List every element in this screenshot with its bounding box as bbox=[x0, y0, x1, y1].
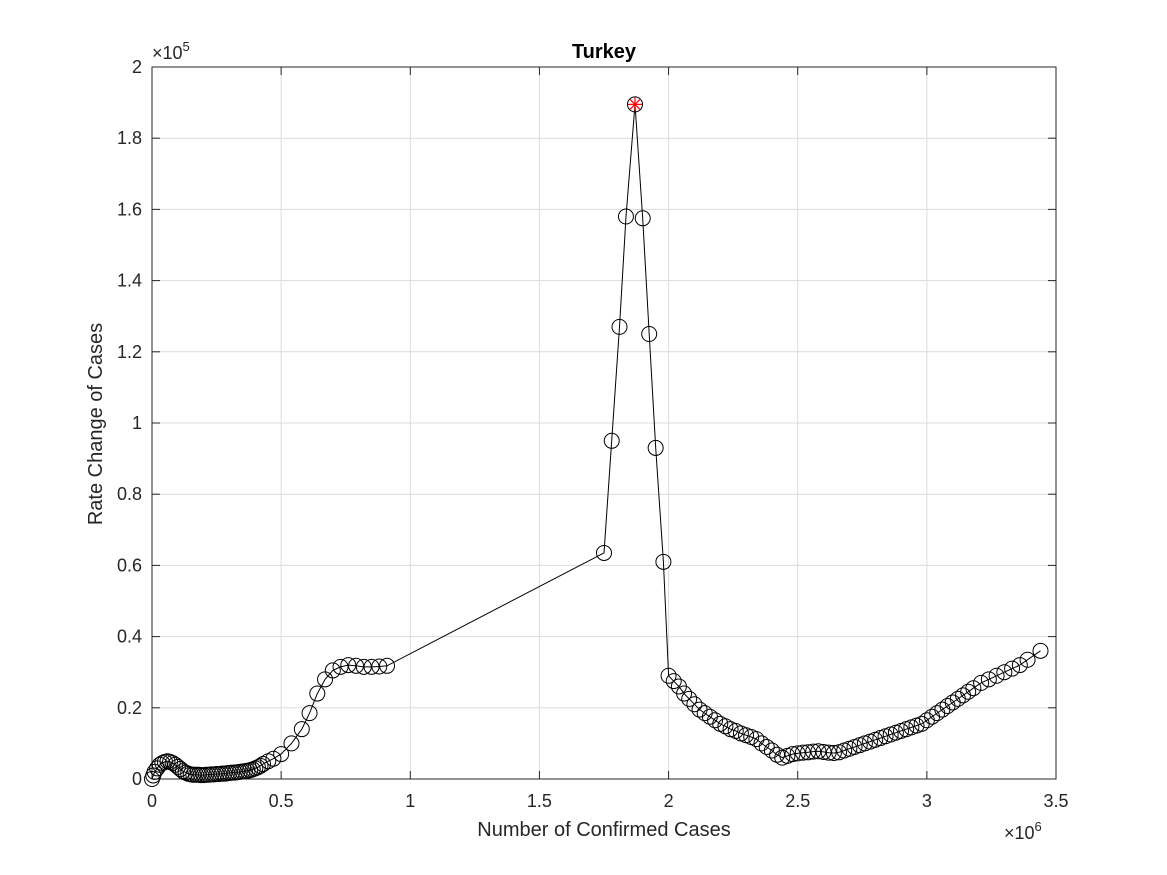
y-tick-label: 0.6 bbox=[117, 555, 142, 575]
data-point bbox=[988, 667, 1005, 684]
y-tick-label: 1.2 bbox=[117, 342, 142, 362]
y-tick-labels: 0 0.2 0.4 0.6 0.8 1 1.2 1.4 1.6 1.8 2 bbox=[117, 57, 142, 789]
x-tick-label: 1 bbox=[405, 791, 415, 811]
y-tick-label: 0.4 bbox=[117, 627, 142, 647]
data-point bbox=[611, 318, 628, 335]
highlight-star-stroke bbox=[629, 99, 641, 110]
x-tick-label: 1.5 bbox=[527, 791, 552, 811]
data-point bbox=[255, 756, 272, 773]
data-point bbox=[965, 680, 982, 697]
data-point bbox=[283, 735, 300, 752]
data-point bbox=[681, 690, 698, 707]
data-point bbox=[820, 744, 837, 761]
x-tick-label: 2.5 bbox=[785, 791, 810, 811]
data-point bbox=[789, 745, 806, 762]
data-point bbox=[660, 667, 677, 684]
data-point bbox=[617, 208, 634, 225]
data-point bbox=[626, 96, 643, 113]
data-point bbox=[371, 658, 388, 675]
x-axis-label: Number of Confirmed Cases bbox=[477, 819, 730, 841]
data-point bbox=[1004, 660, 1021, 677]
x-tick-labels: 0 0.5 1 1.5 2 2.5 3 3.5 bbox=[147, 791, 1069, 811]
data-point bbox=[717, 718, 734, 735]
data-point bbox=[707, 712, 724, 729]
data-point bbox=[309, 685, 326, 702]
data-point bbox=[686, 696, 703, 713]
data-point bbox=[363, 658, 380, 675]
data-point bbox=[980, 671, 997, 688]
data-point bbox=[249, 759, 266, 776]
data-point bbox=[301, 705, 318, 722]
data-point bbox=[655, 553, 672, 570]
data-point bbox=[1032, 642, 1049, 659]
data-point bbox=[758, 738, 775, 755]
data-point bbox=[634, 210, 651, 227]
data-point bbox=[273, 746, 290, 763]
series-markers bbox=[144, 96, 1049, 787]
data-point bbox=[748, 731, 765, 748]
data-point bbox=[973, 674, 990, 691]
data-point bbox=[960, 683, 977, 700]
data-point bbox=[293, 721, 310, 738]
x-tick-label: 3 bbox=[922, 791, 932, 811]
y-multiplier-exponent: 5 bbox=[183, 39, 190, 54]
data-point bbox=[324, 662, 341, 679]
data-point bbox=[996, 664, 1013, 681]
y-axis-multiplier: ×105 bbox=[152, 39, 190, 63]
y-multiplier-base: ×10 bbox=[152, 43, 183, 63]
data-point bbox=[603, 432, 620, 449]
y-axis-label: Rate Change of Cases bbox=[85, 323, 107, 525]
data-point bbox=[815, 743, 832, 760]
y-tick-label: 1.4 bbox=[117, 271, 142, 291]
data-point bbox=[665, 673, 682, 690]
x-tick-label: 0 bbox=[147, 791, 157, 811]
data-point bbox=[784, 746, 801, 763]
data-point bbox=[800, 744, 817, 761]
data-point bbox=[810, 743, 827, 760]
data-point bbox=[379, 657, 396, 674]
y-tick-label: 2 bbox=[132, 57, 142, 77]
data-point bbox=[641, 326, 658, 342]
data-point bbox=[769, 746, 786, 763]
data-point bbox=[805, 743, 822, 760]
data-point bbox=[355, 658, 372, 675]
data-point bbox=[1011, 657, 1028, 674]
data-point bbox=[348, 657, 365, 674]
data-point bbox=[252, 757, 269, 774]
x-axis-multiplier: ×106 bbox=[1004, 819, 1042, 843]
peak-highlight-marker bbox=[627, 97, 642, 112]
x-multiplier-exponent: 6 bbox=[1035, 819, 1042, 834]
data-point bbox=[596, 544, 612, 561]
y-tick-label: 0 bbox=[132, 769, 142, 789]
axis-ticks bbox=[151, 66, 1057, 780]
data-point bbox=[332, 658, 349, 675]
y-tick-label: 0.8 bbox=[117, 484, 142, 504]
x-tick-label: 2 bbox=[664, 791, 674, 811]
grid-lines bbox=[151, 66, 1057, 780]
x-multiplier-base: ×10 bbox=[1004, 823, 1035, 843]
data-point bbox=[647, 439, 664, 456]
data-point bbox=[825, 745, 842, 762]
x-tick-label: 0.5 bbox=[269, 791, 294, 811]
data-point bbox=[794, 744, 811, 761]
y-tick-label: 1 bbox=[132, 413, 142, 433]
data-point bbox=[676, 685, 693, 702]
y-tick-label: 0.2 bbox=[117, 698, 142, 718]
chart-title: Turkey bbox=[572, 41, 637, 63]
y-tick-label: 1.6 bbox=[117, 199, 142, 219]
data-point bbox=[1019, 651, 1036, 668]
x-tick-label: 3.5 bbox=[1043, 791, 1068, 811]
data-point bbox=[265, 750, 282, 767]
data-point bbox=[340, 657, 357, 674]
y-tick-label: 1.8 bbox=[117, 128, 142, 148]
